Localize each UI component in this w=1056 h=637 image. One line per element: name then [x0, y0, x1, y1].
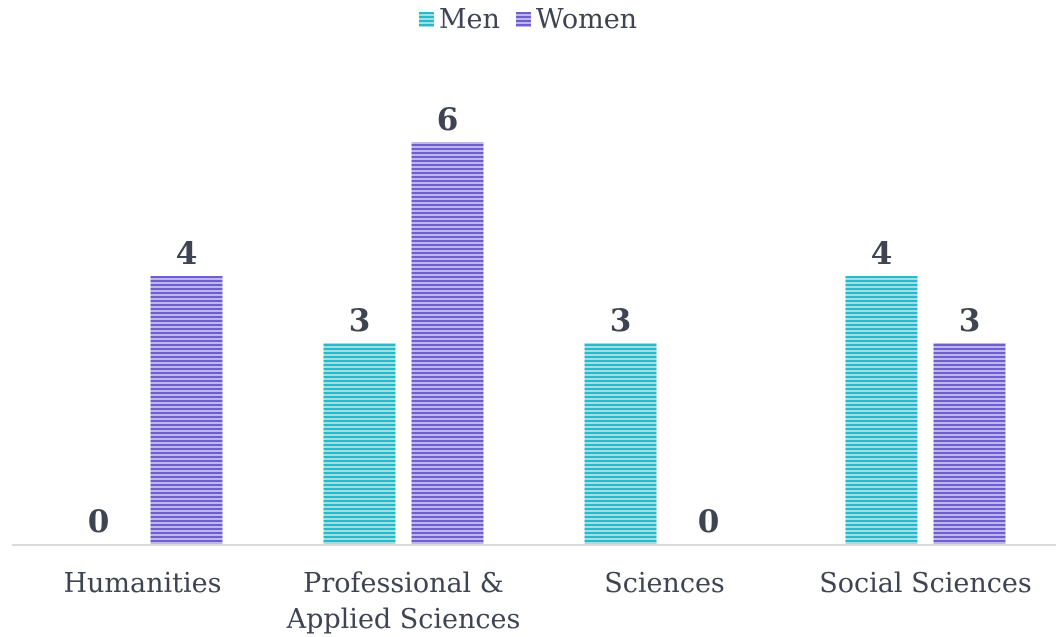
legend-item-men: Men — [418, 3, 500, 35]
category-label-3: Social Sciences — [819, 568, 1031, 599]
bar-men-3 — [845, 276, 918, 544]
legend-swatch-men — [418, 11, 434, 27]
data-label-women-3: 3 — [959, 303, 981, 339]
bar-women-0 — [150, 276, 223, 544]
bars-layer — [150, 142, 1006, 544]
legend-item-women: Women — [515, 3, 638, 35]
legend-swatch-women — [515, 11, 531, 27]
legend-label-men: Men — [438, 3, 500, 35]
bar-women-3 — [933, 343, 1006, 544]
bar-men-1 — [323, 343, 396, 544]
data-label-men-0: 0 — [88, 504, 110, 540]
chart-legend: Men Women — [0, 0, 1056, 38]
data-label-men-1: 3 — [349, 303, 371, 339]
data-label-men-3: 4 — [871, 236, 893, 272]
category-label-2: Sciences — [604, 568, 725, 599]
bar-men-2 — [584, 343, 657, 544]
category-label-0: Humanities — [64, 568, 222, 599]
category-labels-layer: Humanities Professional & Applied Sciences… — [64, 568, 1032, 635]
data-label-men-2: 3 — [610, 303, 632, 339]
bar-women-1 — [411, 142, 484, 544]
data-label-women-1: 6 — [437, 102, 459, 138]
category-label-1: Professional & Applied Sciences — [286, 568, 521, 635]
legend-label-women: Women — [535, 3, 638, 35]
data-labels-layer: 0 4 3 6 3 0 4 3 — [88, 102, 981, 540]
data-label-women-0: 4 — [176, 236, 198, 272]
data-label-women-2: 0 — [698, 504, 720, 540]
